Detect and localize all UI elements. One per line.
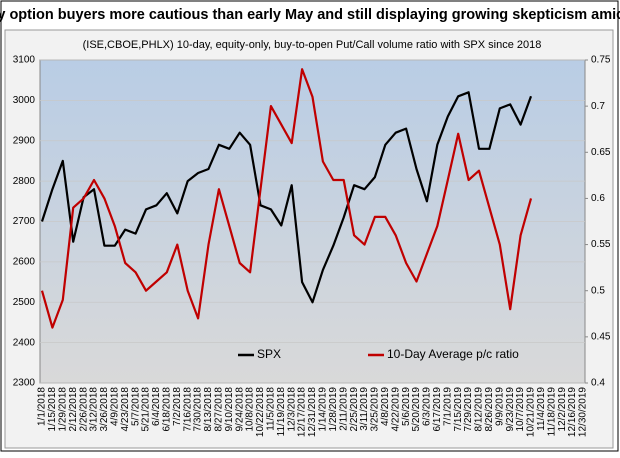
x-tick-label: 7/15/2019 <box>453 387 464 432</box>
x-tick-label: 1/1/2018 <box>37 387 48 426</box>
x-tick-label: 5/21/2018 <box>141 387 152 432</box>
x-tick-label: 3/11/2019 <box>359 387 370 431</box>
y2-tick-label: 0.55 <box>591 239 611 250</box>
x-tick-label: 4/8/2019 <box>380 387 391 426</box>
chart-subtitle: (ISE,CBOE,PHLX) 10-day, equity-only, buy… <box>83 39 542 51</box>
x-tick-label: 12/16/2019 <box>567 387 578 437</box>
x-tick-label: 2/25/2019 <box>349 387 360 432</box>
y2-tick-label: 0.45 <box>591 331 611 342</box>
y2-tick-label: 0.4 <box>591 378 605 389</box>
x-tick-label: 5/6/2019 <box>401 387 412 426</box>
x-tick-label: 1/15/2018 <box>47 387 58 432</box>
x-tick-label: 8/12/2019 <box>474 387 485 432</box>
y2-tick-label: 0.7 <box>591 101 605 112</box>
y2-tick-label: 0.5 <box>591 285 605 296</box>
x-tick-label: 3/12/2018 <box>89 387 100 432</box>
x-tick-label: 2/12/2018 <box>68 387 79 432</box>
x-tick-label: 11/4/2019 <box>536 387 547 431</box>
legend-label: 10-Day Average p/c ratio <box>387 347 519 361</box>
x-tick-label: 4/9/2018 <box>109 387 120 426</box>
x-tick-label: 10/7/2019 <box>515 387 526 432</box>
x-tick-label: 2/11/2019 <box>338 387 349 431</box>
x-tick-label: 9/9/2019 <box>494 387 505 426</box>
x-tick-label: 7/29/2019 <box>463 387 474 432</box>
y2-tick-label: 0.75 <box>591 55 611 66</box>
x-tick-label: 10/8/2018 <box>245 387 256 432</box>
chart-title: Equity option buyers more cautious than … <box>0 7 620 23</box>
x-tick-label: 12/31/2018 <box>307 387 318 437</box>
x-tick-label: 7/16/2018 <box>182 387 193 432</box>
x-tick-label: 2/26/2018 <box>78 387 89 432</box>
x-tick-label: 11/5/2018 <box>266 387 277 431</box>
y-tick-label: 3100 <box>13 55 36 66</box>
y2-tick-label: 0.6 <box>591 193 605 204</box>
x-tick-label: 6/3/2019 <box>422 387 433 426</box>
y-tick-label: 2700 <box>13 216 36 227</box>
y-tick-label: 3000 <box>13 95 36 106</box>
x-tick-label: 8/13/2018 <box>203 387 214 432</box>
x-tick-label: 5/7/2018 <box>130 387 141 426</box>
x-tick-label: 4/22/2019 <box>390 387 401 432</box>
y-tick-label: 2300 <box>13 378 36 389</box>
y-tick-label: 2800 <box>13 176 36 187</box>
x-tick-label: 7/1/2019 <box>442 387 453 426</box>
x-tick-label: 4/23/2018 <box>120 387 131 432</box>
x-tick-label: 5/20/2019 <box>411 387 422 432</box>
x-tick-label: 12/2/2019 <box>557 387 568 432</box>
x-tick-label: 3/26/2018 <box>99 387 110 432</box>
x-tick-label: 1/28/2019 <box>328 387 339 432</box>
x-tick-label: 7/30/2018 <box>193 387 204 432</box>
x-tick-label: 7/2/2018 <box>172 387 183 426</box>
x-tick-label: 3/25/2019 <box>370 387 381 432</box>
x-tick-label: 9/10/2018 <box>224 387 235 432</box>
x-tick-label: 10/22/2018 <box>255 387 266 437</box>
x-tick-label: 12/17/2018 <box>297 387 308 437</box>
y2-tick-label: 0.65 <box>591 147 611 158</box>
x-tick-label: 1/14/2019 <box>318 387 329 432</box>
x-tick-label: 8/27/2018 <box>214 387 225 432</box>
series-line <box>40 91 533 304</box>
y-tick-label: 2600 <box>13 257 36 268</box>
x-tick-label: 11/19/2018 <box>276 387 287 437</box>
y-tick-label: 2900 <box>13 135 36 146</box>
x-tick-label: 12/3/2018 <box>286 387 297 432</box>
x-tick-label: 9/23/2019 <box>505 387 516 432</box>
y-tick-label: 2400 <box>13 337 36 348</box>
x-tick-label: 6/4/2018 <box>151 387 162 426</box>
x-tick-label: 8/26/2019 <box>484 387 495 432</box>
x-tick-label: 10/21/2019 <box>526 387 537 437</box>
series-line <box>40 68 533 329</box>
y-tick-label: 2500 <box>13 297 36 308</box>
x-tick-label: 9/24/2018 <box>234 387 245 432</box>
x-tick-label: 12/30/2019 <box>578 387 589 437</box>
x-tick-label: 1/29/2018 <box>57 387 68 432</box>
legend-label: SPX <box>257 347 281 361</box>
x-tick-label: 11/18/2019 <box>546 387 557 437</box>
x-tick-label: 6/18/2018 <box>161 387 172 432</box>
x-tick-label: 6/17/2019 <box>432 387 443 432</box>
